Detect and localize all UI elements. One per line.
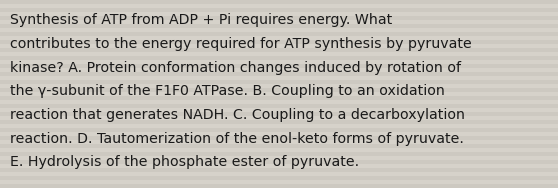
Bar: [0, 24, 558, 28]
Bar: [0, 108, 558, 112]
Bar: [0, 64, 558, 68]
Bar: [0, 168, 558, 172]
Bar: [0, 28, 558, 32]
Bar: [0, 120, 558, 124]
Bar: [0, 60, 558, 64]
Bar: [0, 112, 558, 116]
Bar: [0, 20, 558, 24]
Bar: [0, 40, 558, 44]
Bar: [0, 136, 558, 140]
Bar: [0, 76, 558, 80]
Bar: [0, 140, 558, 144]
Bar: [0, 116, 558, 120]
Bar: [0, 32, 558, 36]
Bar: [0, 180, 558, 184]
Bar: [0, 156, 558, 160]
Bar: [0, 152, 558, 156]
Bar: [0, 8, 558, 12]
Text: Synthesis of ATP from ADP + Pi requires energy. What: Synthesis of ATP from ADP + Pi requires …: [10, 13, 392, 27]
Bar: [0, 56, 558, 60]
Text: kinase? A. Protein conformation changes induced by rotation of: kinase? A. Protein conformation changes …: [10, 61, 461, 74]
Text: reaction that generates NADH. C. Coupling to a decarboxylation: reaction that generates NADH. C. Couplin…: [10, 108, 465, 122]
Bar: [0, 36, 558, 40]
Bar: [0, 144, 558, 148]
Text: E. Hydrolysis of the phosphate ester of pyruvate.: E. Hydrolysis of the phosphate ester of …: [10, 155, 359, 169]
Bar: [0, 0, 558, 4]
Bar: [0, 12, 558, 16]
Bar: [0, 16, 558, 20]
Bar: [0, 96, 558, 100]
Bar: [0, 164, 558, 168]
Text: reaction. D. Tautomerization of the enol-keto forms of pyruvate.: reaction. D. Tautomerization of the enol…: [10, 132, 464, 146]
Bar: [0, 88, 558, 92]
Bar: [0, 68, 558, 72]
Bar: [0, 4, 558, 8]
Bar: [0, 44, 558, 48]
Bar: [0, 92, 558, 96]
Text: the γ-subunit of the F1F0 ATPase. B. Coupling to an oxidation: the γ-subunit of the F1F0 ATPase. B. Cou…: [10, 84, 445, 98]
Bar: [0, 84, 558, 88]
Bar: [0, 104, 558, 108]
Bar: [0, 52, 558, 56]
Bar: [0, 72, 558, 76]
Bar: [0, 124, 558, 128]
Text: contributes to the energy required for ATP synthesis by pyruvate: contributes to the energy required for A…: [10, 37, 472, 51]
Bar: [0, 172, 558, 176]
Bar: [0, 128, 558, 132]
Bar: [0, 184, 558, 188]
Bar: [0, 176, 558, 180]
Bar: [0, 160, 558, 164]
Bar: [0, 148, 558, 152]
Bar: [0, 132, 558, 136]
Bar: [0, 48, 558, 52]
Bar: [0, 100, 558, 104]
Bar: [0, 80, 558, 84]
